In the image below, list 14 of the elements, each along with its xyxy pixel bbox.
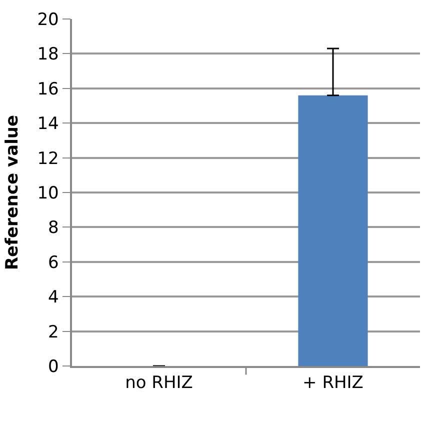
y-tick-label: 14 — [37, 114, 59, 134]
x-tick-label: no RHIZ — [125, 373, 193, 394]
y-tick-label: 6 — [48, 252, 59, 273]
y-tick-label: 0 — [48, 356, 59, 377]
y-tick-label: 2 — [48, 322, 59, 342]
y-tick-label: 16 — [37, 79, 59, 100]
x-tick-label: + RHIZ — [302, 373, 364, 394]
y-tick-label: 4 — [48, 288, 59, 308]
y-axis-title: Reference value — [2, 114, 22, 270]
y-tick-label: 8 — [48, 218, 59, 238]
y-tick-label: 12 — [37, 148, 59, 169]
y-tick-label: 20 — [37, 10, 59, 30]
y-tick-label: 10 — [37, 183, 59, 204]
y-tick-label: 18 — [37, 44, 59, 65]
